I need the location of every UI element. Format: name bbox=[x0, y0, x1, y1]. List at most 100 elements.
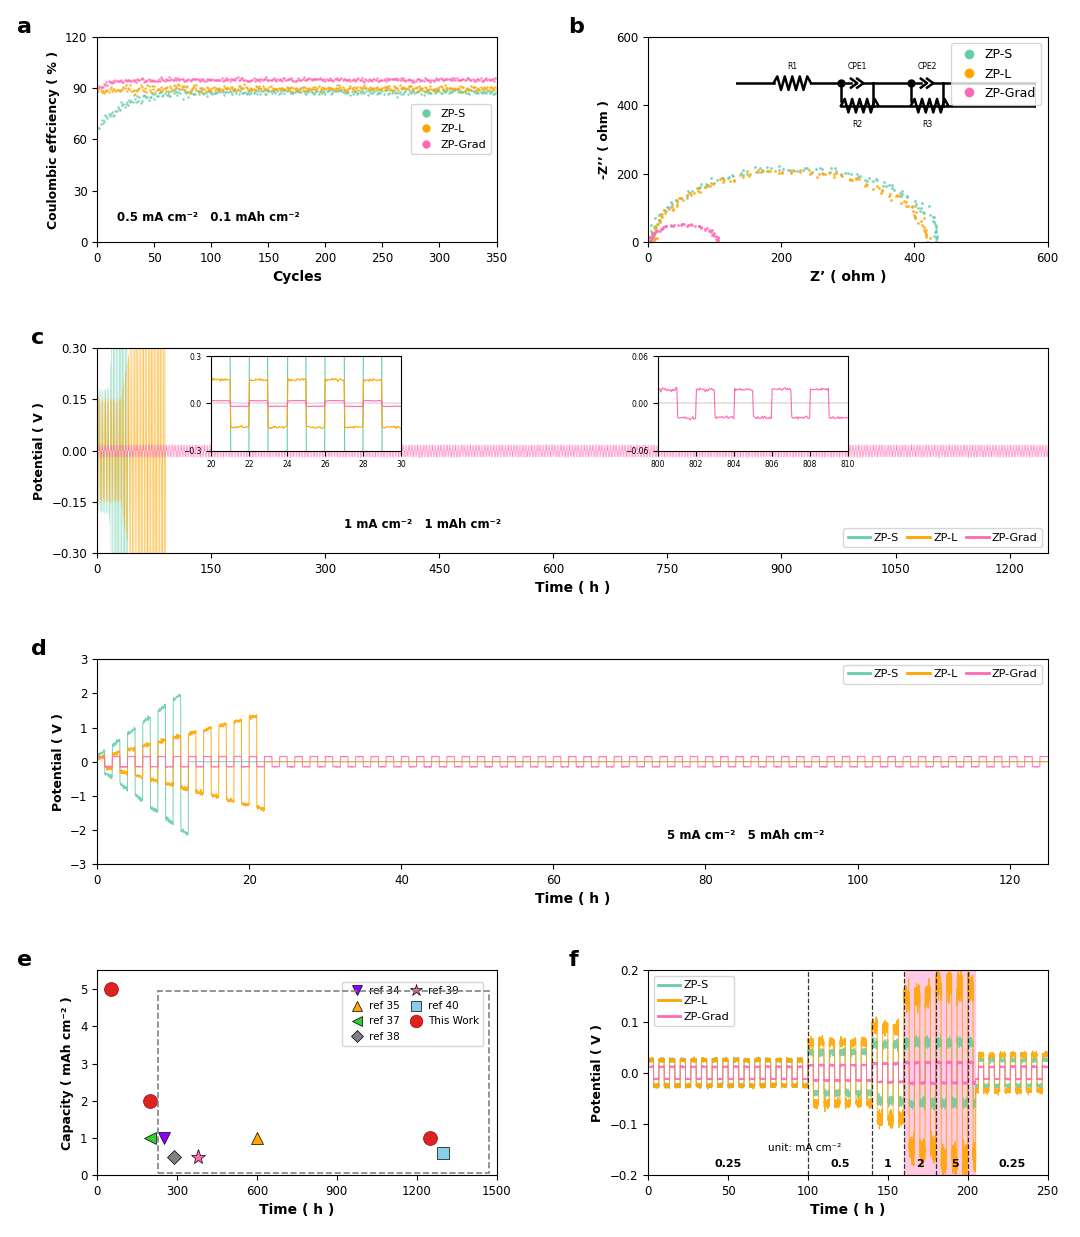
Point bbox=[190, 82, 207, 101]
Point bbox=[261, 82, 279, 101]
Point bbox=[292, 69, 309, 89]
Point bbox=[670, 215, 687, 235]
Point bbox=[117, 94, 134, 114]
Point bbox=[106, 79, 123, 99]
Legend: ZP-S, ZP-L, ZP-Grad: ZP-S, ZP-L, ZP-Grad bbox=[653, 976, 734, 1025]
Point bbox=[689, 178, 706, 198]
Point bbox=[210, 82, 227, 101]
Point bbox=[481, 83, 498, 103]
Point bbox=[96, 80, 113, 100]
Point bbox=[652, 205, 670, 225]
Point bbox=[885, 179, 902, 199]
Point bbox=[205, 83, 222, 103]
Point bbox=[461, 69, 478, 89]
Point bbox=[153, 87, 171, 106]
Point bbox=[254, 82, 271, 101]
Point bbox=[484, 79, 501, 99]
Point bbox=[251, 69, 268, 89]
Point bbox=[406, 83, 423, 103]
Point bbox=[827, 161, 845, 181]
Point bbox=[141, 80, 159, 100]
Point bbox=[283, 78, 300, 98]
Point bbox=[699, 177, 716, 197]
Point bbox=[90, 118, 107, 137]
Point bbox=[348, 78, 365, 98]
Point bbox=[188, 69, 205, 89]
Point bbox=[468, 72, 485, 92]
Point bbox=[349, 69, 366, 89]
Point bbox=[437, 69, 455, 89]
Point bbox=[421, 77, 438, 96]
Point bbox=[343, 78, 361, 98]
Point bbox=[648, 216, 665, 236]
Point bbox=[416, 82, 433, 101]
Point bbox=[458, 79, 475, 99]
Point bbox=[302, 69, 320, 89]
Point bbox=[705, 224, 723, 244]
Point bbox=[239, 82, 256, 101]
Point bbox=[118, 93, 135, 113]
Point bbox=[231, 77, 248, 96]
Point bbox=[257, 67, 274, 87]
Point bbox=[426, 79, 443, 99]
Point bbox=[166, 68, 184, 88]
Point bbox=[697, 177, 714, 197]
Point bbox=[94, 113, 111, 132]
Point bbox=[907, 192, 924, 212]
Point bbox=[645, 231, 662, 251]
Point bbox=[258, 79, 275, 99]
Point bbox=[138, 87, 156, 106]
Point bbox=[107, 71, 124, 90]
Point bbox=[112, 80, 130, 100]
Point bbox=[231, 71, 248, 90]
Point bbox=[150, 83, 167, 103]
Point bbox=[692, 218, 710, 238]
Point bbox=[327, 78, 345, 98]
Point bbox=[377, 78, 394, 98]
Point bbox=[475, 82, 492, 101]
Point bbox=[762, 158, 780, 178]
Point bbox=[161, 82, 178, 101]
Point bbox=[252, 78, 269, 98]
Point bbox=[330, 69, 348, 89]
Point bbox=[253, 82, 270, 101]
Point bbox=[384, 82, 402, 101]
Point bbox=[120, 95, 137, 115]
Point bbox=[294, 77, 311, 96]
Point bbox=[125, 85, 143, 105]
Point bbox=[95, 83, 112, 103]
Point bbox=[271, 80, 288, 100]
Point bbox=[476, 69, 494, 89]
Point bbox=[365, 82, 382, 101]
Point bbox=[663, 197, 680, 216]
Point bbox=[437, 78, 455, 98]
Point bbox=[463, 75, 481, 95]
Point bbox=[213, 82, 230, 101]
Point bbox=[208, 83, 226, 103]
Point bbox=[726, 171, 743, 190]
Point bbox=[487, 77, 504, 96]
Point bbox=[486, 80, 503, 100]
Point bbox=[418, 82, 435, 101]
Point bbox=[162, 75, 179, 95]
Point bbox=[458, 68, 475, 88]
Point bbox=[319, 80, 336, 100]
Point bbox=[105, 79, 122, 99]
Point bbox=[442, 79, 459, 99]
Point bbox=[113, 79, 131, 99]
Point bbox=[720, 167, 738, 187]
Point bbox=[810, 165, 827, 184]
Point bbox=[165, 83, 183, 103]
Point bbox=[158, 85, 175, 105]
Point bbox=[275, 68, 293, 88]
Y-axis label: Capacity ( mAh cm⁻² ): Capacity ( mAh cm⁻² ) bbox=[62, 996, 75, 1149]
Point bbox=[700, 174, 717, 194]
Point bbox=[683, 214, 700, 234]
Point bbox=[408, 69, 426, 89]
Point bbox=[353, 79, 370, 99]
Point bbox=[643, 226, 660, 246]
Point bbox=[216, 71, 233, 90]
Point bbox=[662, 216, 679, 236]
Point bbox=[470, 69, 487, 89]
Point bbox=[391, 82, 408, 101]
